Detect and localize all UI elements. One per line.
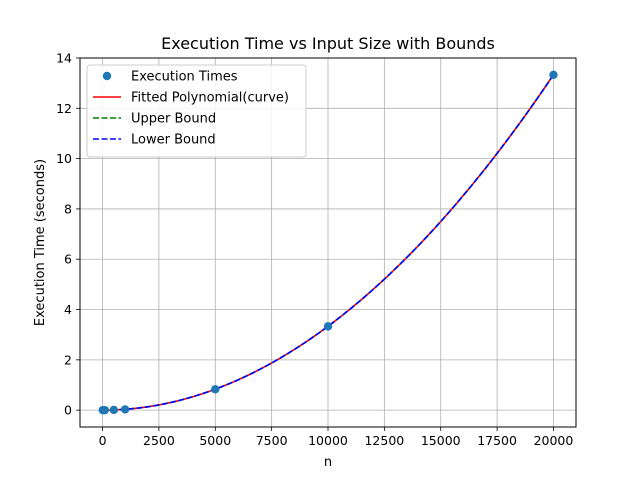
legend-label: Execution Times <box>131 70 238 85</box>
y-tick-label: 2 <box>64 352 72 367</box>
scatter-point <box>100 405 110 415</box>
y-tick-label: 12 <box>56 101 72 116</box>
y-axis-label: Execution Time (seconds) <box>33 159 48 326</box>
x-tick-label: 15000 <box>421 433 461 448</box>
legend-label: Lower Bound <box>131 133 216 148</box>
x-tick-label: 7500 <box>256 433 288 448</box>
legend-label: Upper Bound <box>131 112 216 127</box>
scatter-point <box>323 322 333 331</box>
axis-ticks: 0 2500 5000 7500 10000 12500 15000 17500 20000 0 2… <box>56 51 573 449</box>
y-tick-label: 14 <box>56 51 72 66</box>
legend: Execution Times Fitted Polynomial(curve) U… <box>86 64 307 158</box>
scatter-point <box>120 405 130 414</box>
plot-series <box>98 70 558 415</box>
x-tick-label: 10000 <box>308 433 348 448</box>
y-tick-label: 6 <box>64 252 72 267</box>
x-tick-label: 20000 <box>534 433 574 448</box>
x-tick-label: 17500 <box>477 433 517 448</box>
x-tick-label: 5000 <box>199 433 231 448</box>
legend-marker <box>102 71 112 81</box>
y-tick-label: 0 <box>64 403 72 418</box>
x-tick-label: 0 <box>99 433 107 448</box>
chart-title: Execution Time vs Input Size with Bounds <box>161 34 495 53</box>
y-tick-label: 10 <box>56 151 72 166</box>
x-tick-label: 2500 <box>143 433 175 448</box>
x-axis-label: n <box>324 455 332 470</box>
y-tick-label: 8 <box>64 201 72 216</box>
x-tick-label: 12500 <box>364 433 404 448</box>
y-tick-label: 4 <box>64 302 72 317</box>
legend-box <box>86 64 307 158</box>
legend-label: Fitted Polynomial(curve) <box>131 91 289 106</box>
scatter-point <box>211 385 220 394</box>
scatter-point <box>109 405 119 415</box>
scatter-point <box>549 70 558 80</box>
